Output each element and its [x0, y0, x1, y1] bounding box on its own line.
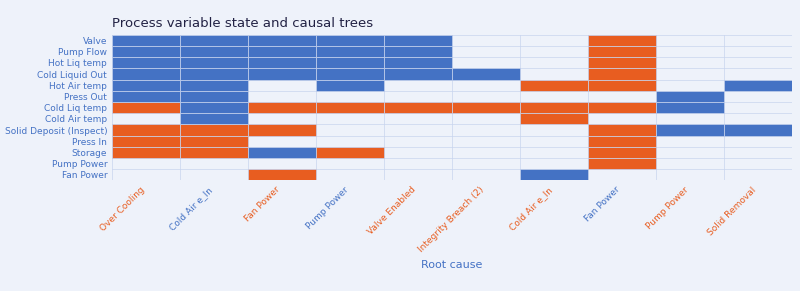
- Bar: [180, 147, 248, 158]
- Bar: [248, 46, 316, 57]
- Bar: [112, 125, 180, 136]
- Bar: [316, 46, 384, 57]
- Bar: [180, 113, 248, 125]
- Bar: [112, 46, 180, 57]
- Bar: [452, 102, 520, 113]
- Bar: [384, 35, 452, 46]
- Bar: [180, 125, 248, 136]
- Bar: [520, 102, 588, 113]
- Bar: [112, 57, 180, 68]
- Bar: [248, 147, 316, 158]
- Bar: [384, 46, 452, 57]
- Bar: [656, 102, 724, 113]
- Bar: [724, 125, 792, 136]
- Bar: [248, 125, 316, 136]
- Bar: [316, 102, 384, 113]
- Bar: [588, 136, 656, 147]
- Text: Process variable state and causal trees: Process variable state and causal trees: [112, 17, 373, 30]
- Bar: [248, 57, 316, 68]
- X-axis label: Root cause: Root cause: [422, 260, 482, 270]
- Bar: [724, 80, 792, 91]
- Bar: [112, 68, 180, 80]
- Bar: [452, 68, 520, 80]
- Bar: [588, 68, 656, 80]
- Bar: [112, 80, 180, 91]
- Bar: [248, 35, 316, 46]
- Bar: [520, 80, 588, 91]
- Bar: [112, 91, 180, 102]
- Bar: [588, 57, 656, 68]
- Bar: [180, 57, 248, 68]
- Bar: [588, 35, 656, 46]
- Bar: [112, 136, 180, 147]
- Bar: [656, 91, 724, 102]
- Bar: [180, 80, 248, 91]
- Bar: [588, 80, 656, 91]
- Bar: [588, 125, 656, 136]
- Bar: [180, 68, 248, 80]
- Bar: [316, 147, 384, 158]
- Bar: [112, 35, 180, 46]
- Bar: [588, 158, 656, 169]
- Bar: [248, 169, 316, 180]
- Bar: [248, 102, 316, 113]
- Bar: [520, 169, 588, 180]
- Bar: [384, 102, 452, 113]
- Bar: [180, 136, 248, 147]
- Bar: [588, 147, 656, 158]
- Bar: [656, 125, 724, 136]
- Bar: [180, 91, 248, 102]
- Bar: [384, 68, 452, 80]
- Bar: [180, 102, 248, 113]
- Bar: [316, 80, 384, 91]
- Bar: [112, 147, 180, 158]
- Bar: [588, 102, 656, 113]
- Bar: [520, 113, 588, 125]
- Bar: [588, 46, 656, 57]
- Bar: [180, 46, 248, 57]
- Bar: [180, 35, 248, 46]
- Bar: [316, 35, 384, 46]
- Bar: [316, 68, 384, 80]
- Bar: [384, 57, 452, 68]
- Bar: [248, 68, 316, 80]
- Bar: [112, 102, 180, 113]
- Bar: [316, 57, 384, 68]
